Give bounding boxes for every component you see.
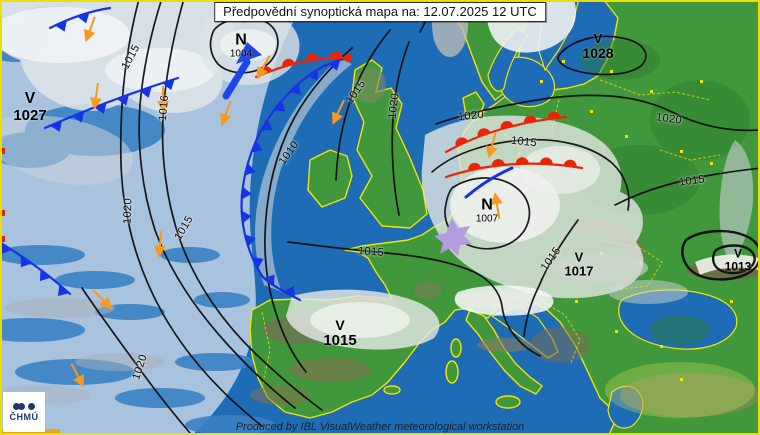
- map-title: Předpovědní synoptická mapa na: 12.07.20…: [214, 2, 546, 22]
- wind-arrow-icon: [256, 55, 271, 80]
- jet-arrow-icon: [222, 42, 262, 100]
- chmu-logo-dots-icon: [13, 402, 35, 411]
- wind-arrow-icon: [332, 99, 345, 125]
- credit-text: Produced by IBL VisualWeather meteorolog…: [235, 421, 525, 433]
- wind-arrow-icon: [485, 132, 498, 159]
- cloud-layer: [0, 0, 758, 405]
- wind-arrow-icon: [490, 192, 503, 219]
- chmu-logo-text: ČHMÚ: [9, 412, 39, 422]
- wind-arrow-icon: [89, 82, 102, 110]
- wind-arrow-icon: [157, 86, 169, 113]
- chmu-logo: ČHMÚ: [3, 392, 45, 432]
- wind-arrow-icon: [92, 289, 113, 310]
- wind-arrow-icon: [220, 100, 232, 127]
- occlusion-symbol: [434, 218, 472, 256]
- isobars-layer: [81, 0, 760, 434]
- wind-arrow-icon: [84, 16, 96, 43]
- wind-arrow-icon: [70, 363, 85, 388]
- wind-arrow-icon: [153, 230, 166, 258]
